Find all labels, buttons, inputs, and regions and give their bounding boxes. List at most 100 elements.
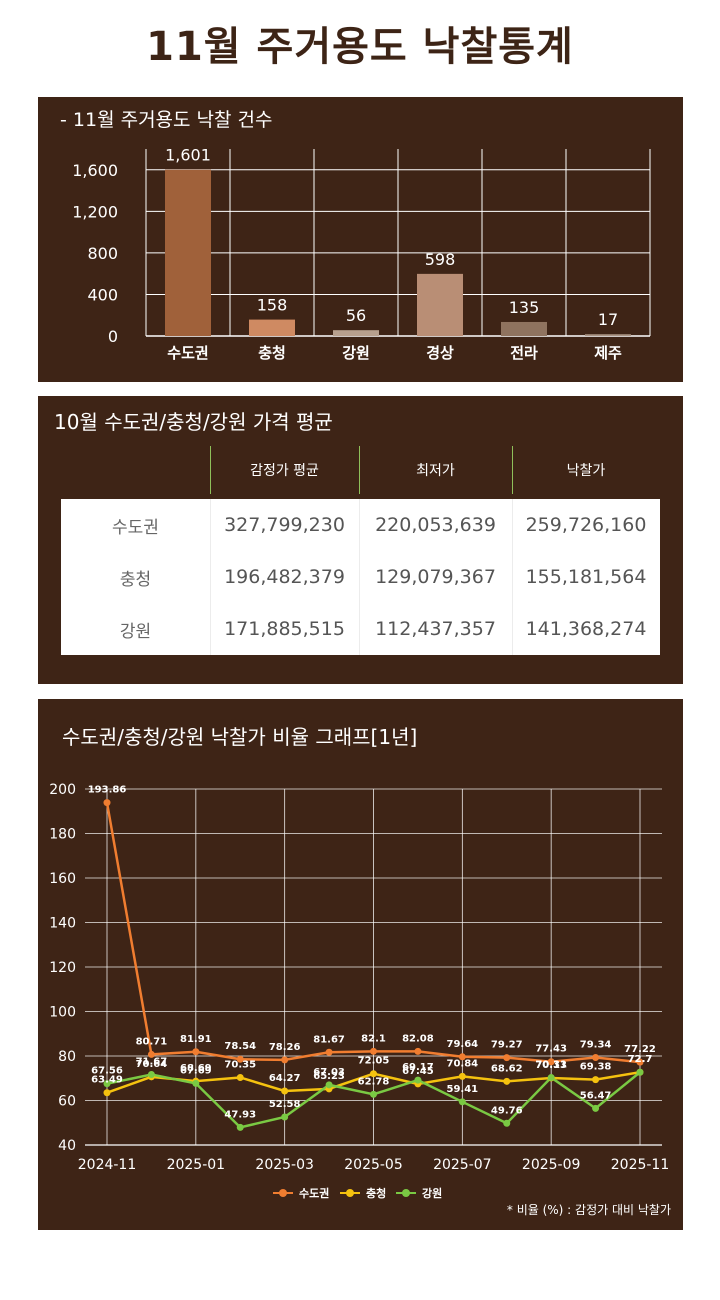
data-point [458, 1098, 466, 1106]
table-cell: 259,726,160 [525, 514, 647, 536]
data-point [547, 1058, 555, 1066]
data-label: 49.76 [491, 1105, 523, 1116]
data-label: 67.45 [402, 1066, 434, 1077]
legend-marker [402, 1189, 410, 1197]
page-title: 11월 주거용도 낙찰통계 [146, 24, 574, 70]
data-label: 68.69 [180, 1063, 212, 1074]
data-point [458, 1072, 466, 1080]
table-cell: 141,368,274 [525, 618, 647, 640]
y-tick-label: 120 [49, 960, 76, 976]
data-point [370, 1090, 377, 1098]
bar-chart-panel: - 11월 주거용도 낙찰 건수 0 400 800 1,200 1,600 1,601 수… [38, 97, 683, 382]
data-point [370, 1047, 377, 1055]
data-point [503, 1077, 511, 1085]
data-label: 72.05 [358, 1056, 390, 1067]
data-label: 56.47 [580, 1090, 612, 1101]
y-tick-label: 140 [49, 916, 76, 932]
data-label: 70.35 [224, 1059, 256, 1070]
data-point [547, 1074, 555, 1082]
table-row-region: 충청 [119, 569, 152, 590]
bar-5 [585, 334, 631, 336]
header-divider [210, 446, 211, 494]
x-tick-label: 2025-03 [255, 1157, 314, 1173]
x-tick-label: 2025-05 [344, 1157, 403, 1173]
data-point [147, 1071, 155, 1079]
data-label: 52.58 [269, 1099, 301, 1110]
data-label: 62.78 [358, 1076, 390, 1087]
y-tick-label: 1,200 [72, 202, 118, 221]
price-table-panel: 10월 수도권/충청/강원 가격 평균 감정가 평균 최저가 낙찰가 수도권 3… [38, 396, 683, 684]
data-label: 70.64 [136, 1059, 168, 1070]
x-tick-label: 2024-11 [78, 1157, 137, 1173]
data-point [636, 1058, 644, 1066]
y-tick-label: 0 [108, 327, 118, 346]
legend-marker [279, 1189, 287, 1197]
table-cell: 171,885,515 [224, 618, 345, 640]
data-label: 79.27 [491, 1040, 523, 1051]
data-point [103, 1089, 111, 1097]
y-tick-label: 1,600 [72, 161, 118, 180]
y-tick-label: 60 [58, 1094, 76, 1110]
data-point [414, 1047, 422, 1055]
y-tick-label: 40 [58, 1138, 76, 1154]
legend-marker [346, 1189, 354, 1197]
data-point [192, 1079, 200, 1087]
data-point [281, 1087, 289, 1095]
bar-value-label: 158 [257, 296, 288, 315]
table-cell: 112,437,357 [375, 618, 496, 640]
data-point [103, 1080, 111, 1088]
x-tick-label: 충청 [258, 344, 286, 362]
table-cell: 220,053,639 [375, 514, 496, 536]
data-label: 72.7 [628, 1054, 653, 1065]
column-header-appraisal: 감정가 평균 [250, 463, 319, 479]
data-label: 80.71 [136, 1036, 168, 1047]
bar-3 [417, 273, 463, 336]
data-label: 77.43 [535, 1044, 567, 1055]
column-divider [210, 499, 211, 655]
data-label: 70.13 [535, 1060, 567, 1071]
line-chart-panel: 수도권/충청/강원 낙찰가 비율 그래프[1년] 40 60 80 100 120 140… [38, 699, 683, 1230]
x-tick-label: 제주 [594, 344, 622, 362]
line-chart-title: 수도권/충청/강원 낙찰가 비율 그래프[1년] [62, 725, 418, 749]
data-point [503, 1054, 511, 1062]
x-tick-label: 경상 [426, 344, 454, 362]
table-cell: 129,079,367 [375, 566, 496, 588]
data-point [236, 1123, 244, 1131]
data-label: 77.22 [624, 1044, 656, 1055]
data-point [458, 1053, 466, 1061]
data-point [636, 1068, 644, 1076]
data-point [592, 1053, 600, 1061]
data-point [325, 1048, 333, 1056]
legend-label: 강원 [422, 1186, 442, 1200]
data-point [103, 799, 111, 807]
bar-chart: 0 400 800 1,200 1,600 1,601 수도권 158 충청 56 강원 598 경상 1… [72, 146, 651, 362]
column-divider [512, 499, 513, 655]
data-point [192, 1048, 200, 1056]
legend-label: 충청 [366, 1186, 386, 1200]
x-tick-label: 2025-09 [522, 1157, 581, 1173]
bar-value-label: 56 [346, 306, 366, 325]
bar-value-label: 17 [598, 310, 618, 329]
table-cell: 196,482,379 [224, 566, 345, 588]
bar-2 [333, 330, 379, 336]
table-cell: 155,181,564 [525, 566, 647, 588]
y-tick-label: 80 [58, 1049, 76, 1065]
data-label: 82.08 [402, 1033, 434, 1044]
data-point [236, 1055, 244, 1063]
data-label: 67.03 [313, 1067, 345, 1078]
data-label: 68.62 [491, 1063, 523, 1074]
bar-chart-title: - 11월 주거용도 낙찰 건수 [60, 109, 273, 131]
ratio-footnote: * 비율 (%) : 감정가 대비 낙찰가 [506, 1203, 671, 1217]
price-table-title: 10월 수도권/충청/강원 가격 평균 [54, 410, 333, 434]
table-row-region: 강원 [119, 621, 152, 642]
table-row-region: 수도권 [112, 517, 159, 538]
data-label: 81.67 [313, 1034, 345, 1045]
data-point [370, 1070, 377, 1078]
data-label: 79.34 [580, 1039, 612, 1050]
bar-1 [249, 319, 295, 336]
y-tick-label: 100 [49, 1005, 76, 1021]
x-tick-label: 전라 [510, 344, 538, 362]
data-label: 69.38 [580, 1062, 612, 1073]
y-tick-label: 180 [49, 827, 76, 843]
data-point [281, 1113, 289, 1121]
